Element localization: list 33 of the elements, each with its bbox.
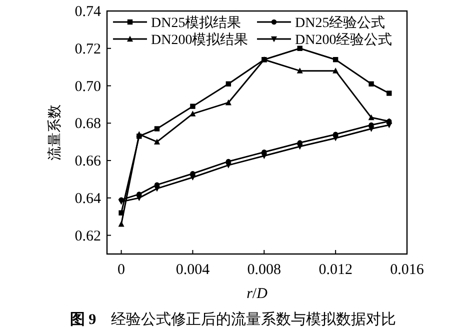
y-tick-label: 0.64: [74, 190, 102, 207]
point: [154, 126, 160, 132]
y-tick-label: 0.62: [74, 228, 101, 244]
x-axis-title: r/D: [246, 286, 268, 302]
point: [296, 144, 303, 150]
point: [136, 195, 142, 202]
point: [386, 122, 392, 128]
text: 图 9 经验公式修正后的流量系数与模拟数据对比: [70, 311, 396, 328]
y-tick-label: 0.66: [74, 154, 102, 170]
point: [226, 81, 232, 86]
point: [296, 68, 303, 74]
point: [261, 153, 268, 160]
point: [225, 99, 232, 106]
point: [297, 46, 302, 51]
point: [190, 174, 196, 181]
point: [154, 186, 160, 192]
point: [332, 57, 338, 62]
point: [190, 104, 196, 109]
y-tick-label: 0.72: [74, 41, 101, 58]
point: [368, 81, 374, 86]
point: [332, 136, 339, 142]
point: [154, 138, 160, 144]
y-tick-label: 0.74: [74, 4, 102, 20]
point: [225, 162, 232, 168]
y-tick-label: 0.68: [74, 116, 101, 132]
point: [368, 114, 374, 120]
point: [332, 68, 339, 74]
point: [386, 90, 392, 96]
point: [118, 220, 124, 227]
point: [368, 126, 374, 132]
point: [136, 131, 142, 137]
y-tick-label: 0.70: [74, 78, 101, 95]
y-axis-title: 流量系数: [47, 104, 63, 160]
